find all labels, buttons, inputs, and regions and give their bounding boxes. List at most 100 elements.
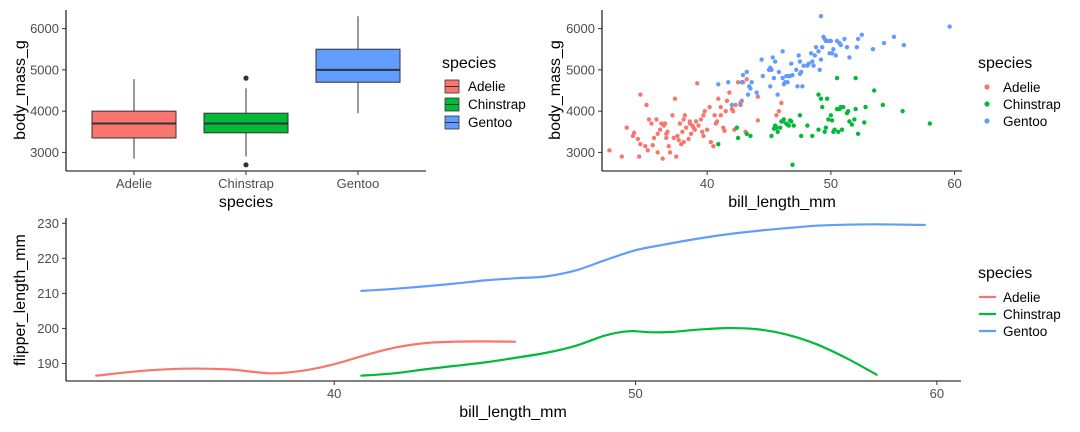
scatter-point-adelie bbox=[716, 96, 721, 101]
boxplot-legend: species Adelie Chinstrap Gentoo bbox=[442, 55, 526, 130]
scatter-point-gentoo bbox=[770, 55, 775, 60]
scatter-point-chinstrap bbox=[818, 96, 824, 101]
scatter-point-adelie bbox=[723, 108, 728, 114]
scatter-point-chinstrap bbox=[849, 122, 855, 127]
scatter-point-chinstrap bbox=[828, 113, 834, 118]
scatter-point-adelie bbox=[649, 121, 654, 126]
y-tick-label: 5000 bbox=[566, 62, 595, 77]
scatter-legend: species Adelie Chinstrap Gentoo bbox=[978, 55, 1061, 129]
scatter-y-axis-title: body_mass_g bbox=[547, 40, 564, 140]
scatter-point-chinstrap bbox=[826, 117, 831, 122]
scatter-point-gentoo bbox=[881, 40, 887, 46]
scatter-point-chinstrap bbox=[775, 129, 780, 134]
scatter-point-gentoo bbox=[760, 73, 766, 79]
scatter-point-gentoo bbox=[800, 84, 805, 89]
scatter-point-adelie bbox=[674, 154, 679, 159]
line-x-ticks: 40 50 60 bbox=[327, 381, 944, 401]
scatter-point-adelie bbox=[680, 129, 685, 134]
scatter-point-gentoo bbox=[818, 57, 824, 62]
scatter-point-chinstrap bbox=[839, 127, 845, 132]
scatter-point-gentoo bbox=[789, 61, 794, 66]
scatter-point-gentoo bbox=[790, 72, 795, 78]
scatter-point-gentoo bbox=[769, 67, 774, 73]
x-tick-label: 60 bbox=[947, 176, 961, 191]
scatter-point-adelie bbox=[635, 136, 641, 142]
scatter-point-chinstrap bbox=[863, 104, 868, 110]
scatter-point-gentoo bbox=[828, 38, 834, 44]
scatter-point-chinstrap bbox=[852, 117, 857, 122]
scatter-point-chinstrap bbox=[791, 123, 796, 128]
scatter-point-adelie bbox=[682, 113, 688, 118]
y-tick-label: 3000 bbox=[30, 145, 59, 160]
legend-label: Adelie bbox=[468, 79, 506, 94]
scatter-point-gentoo bbox=[891, 34, 897, 40]
scatter-point-adelie bbox=[672, 96, 678, 101]
line-x-axis-title: bill_length_mm bbox=[459, 404, 567, 421]
scatter-point-adelie bbox=[733, 102, 738, 108]
scatter-point-gentoo bbox=[759, 57, 764, 62]
scatter-point-gentoo bbox=[748, 86, 753, 91]
scatter-point-adelie bbox=[776, 108, 782, 114]
scatter-point-adelie bbox=[718, 104, 723, 110]
x-tick-label: 40 bbox=[327, 386, 341, 401]
scatter-point-gentoo bbox=[780, 49, 785, 54]
boxplot-y-ticks: 3000 4000 5000 6000 bbox=[30, 21, 66, 160]
y-tick-label: 200 bbox=[37, 321, 59, 336]
scatter-point-chinstrap bbox=[824, 96, 830, 101]
scatter-point-gentoo bbox=[749, 80, 754, 85]
scatter-point-adelie bbox=[730, 108, 736, 114]
scatter-point-adelie bbox=[722, 128, 727, 133]
scatter-point-chinstrap bbox=[836, 129, 841, 134]
scatter-point-chinstrap bbox=[816, 127, 821, 132]
scatter-point-gentoo bbox=[816, 49, 821, 54]
scatter-point-chinstrap bbox=[822, 129, 827, 134]
scatter-point-gentoo bbox=[798, 69, 804, 75]
scatter-point-adelie bbox=[638, 92, 643, 97]
scatter-point-adelie bbox=[755, 118, 761, 123]
scatter-point-chinstrap bbox=[735, 135, 741, 141]
y-tick-label: 210 bbox=[37, 286, 59, 301]
scatter-point-gentoo bbox=[838, 42, 843, 48]
scatter-point-gentoo bbox=[775, 92, 780, 97]
scatter-point-gentoo bbox=[740, 72, 746, 78]
scatter-point-adelie bbox=[702, 108, 707, 114]
scatter-point-gentoo bbox=[842, 36, 847, 42]
y-tick-label: 6000 bbox=[30, 21, 59, 36]
scatter-point-gentoo bbox=[829, 51, 835, 56]
scatter-point-chinstrap bbox=[823, 125, 829, 130]
y-tick-label: 6000 bbox=[566, 21, 595, 36]
scatter-point-adelie bbox=[670, 113, 675, 118]
scatter-point-adelie bbox=[675, 133, 680, 139]
scatter-point-gentoo bbox=[776, 69, 782, 75]
legend-label: Gentoo bbox=[1003, 114, 1047, 129]
boxplot-legend-title: species bbox=[442, 55, 496, 72]
scatter-point-adelie bbox=[676, 137, 681, 143]
scatter-point-chinstrap bbox=[853, 106, 858, 112]
scatter-point-adelie bbox=[707, 104, 712, 110]
scatter-point-chinstrap bbox=[847, 119, 852, 124]
boxplot-x-axis-title: species bbox=[219, 194, 273, 211]
scatter-point-adelie bbox=[727, 90, 732, 95]
scatter-panel: 3000 4000 5000 6000 40 50 60 bill_length_mm b… bbox=[547, 10, 1061, 211]
scatter-point-chinstrap bbox=[927, 121, 933, 126]
scatter-point-adelie bbox=[654, 117, 659, 122]
scatter-point-adelie bbox=[683, 125, 689, 130]
scatter-point-gentoo bbox=[745, 92, 751, 97]
scatter-point-adelie bbox=[692, 127, 697, 132]
scatter-point-adelie bbox=[700, 129, 705, 134]
scatter-point-adelie bbox=[664, 135, 669, 141]
scatter-point-adelie bbox=[660, 156, 665, 161]
scatter-point-chinstrap bbox=[880, 102, 886, 108]
scatter-point-gentoo bbox=[739, 80, 744, 85]
scatter-point-adelie bbox=[681, 117, 686, 122]
line-y-axis-title: flipper_length_mm bbox=[12, 234, 29, 366]
line-legend: species Adelie Chinstrap Gentoo bbox=[978, 265, 1061, 339]
scatter-point-adelie bbox=[645, 148, 650, 153]
box-gentoo bbox=[315, 48, 401, 83]
scatter-point-chinstrap bbox=[820, 104, 825, 110]
scatter-point-gentoo bbox=[855, 36, 861, 42]
scatter-point-gentoo bbox=[772, 59, 778, 64]
scatter-point-chinstrap bbox=[789, 119, 794, 124]
scatter-point-adelie bbox=[667, 150, 673, 155]
scatter-point-gentoo bbox=[797, 59, 803, 64]
